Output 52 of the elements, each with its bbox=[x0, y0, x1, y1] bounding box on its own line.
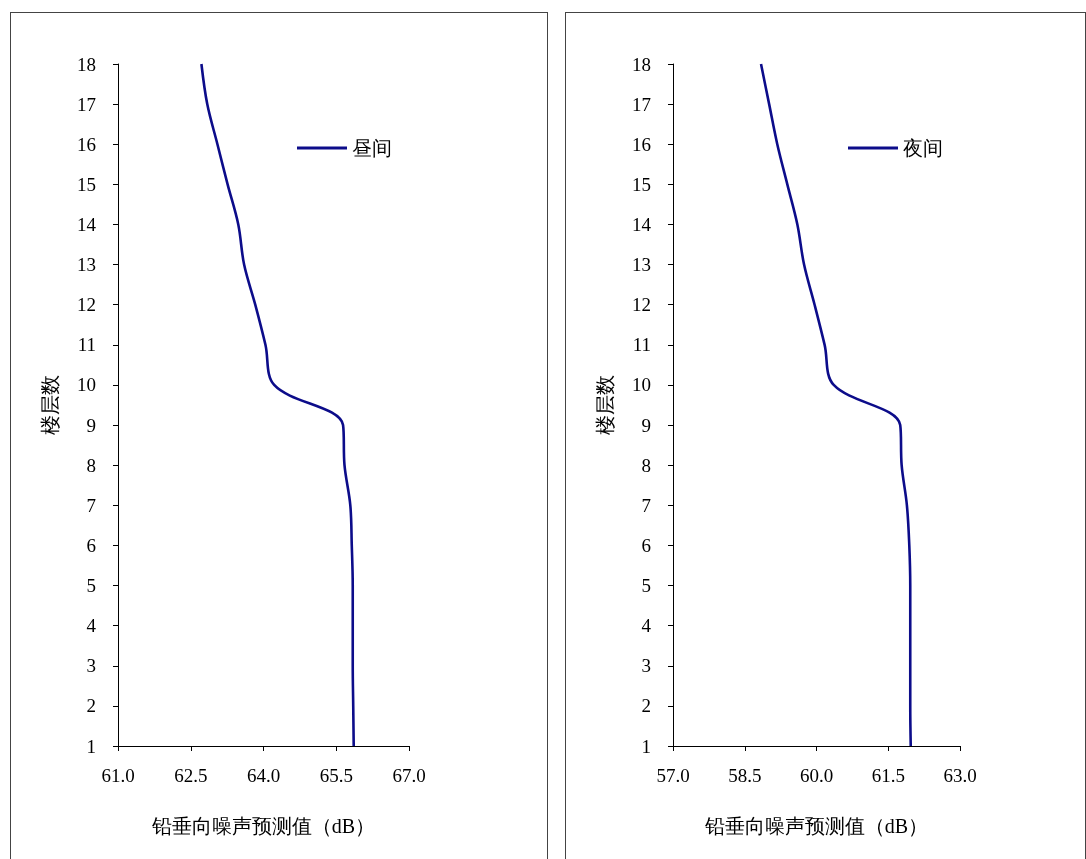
legend-label: 昼间 bbox=[352, 137, 392, 159]
x-axis-title: 铅垂向噪声预测值（dB） bbox=[150, 815, 376, 837]
y-tick-label: 18 bbox=[77, 53, 96, 75]
y-tick-label: 15 bbox=[77, 173, 96, 195]
y-tick-label: 10 bbox=[77, 374, 96, 396]
x-tick-label: 58.5 bbox=[728, 765, 762, 786]
y-tick-label: 4 bbox=[641, 615, 652, 637]
y-tick-label: 9 bbox=[86, 414, 96, 436]
y-tick-label: 10 bbox=[632, 374, 651, 396]
y-tick-label: 1 bbox=[641, 735, 651, 757]
y-tick-label: 16 bbox=[77, 133, 96, 155]
y-tick-label: 6 bbox=[641, 534, 651, 556]
y-tick-label: 8 bbox=[86, 454, 96, 476]
y-tick-label: 9 bbox=[641, 414, 651, 436]
y-tick-label: 5 bbox=[86, 575, 96, 597]
x-tick-label: 64.0 bbox=[246, 765, 281, 786]
y-tick-label: 2 bbox=[641, 695, 651, 717]
y-tick-label: 13 bbox=[77, 254, 96, 276]
y-tick-label: 11 bbox=[77, 334, 96, 356]
y-tick-label: 8 bbox=[641, 454, 651, 476]
y-tick-label: 13 bbox=[632, 254, 651, 276]
y-tick-label: 18 bbox=[632, 53, 651, 75]
x-tick-label: 57.0 bbox=[656, 765, 690, 786]
y-tick-label: 17 bbox=[77, 93, 96, 115]
y-tick-label: 2 bbox=[86, 695, 96, 717]
x-tick-label: 62.5 bbox=[174, 765, 208, 786]
y-tick-label: 16 bbox=[632, 133, 651, 155]
y-axis-title: 楼层数 bbox=[39, 375, 61, 435]
y-tick-label: 3 bbox=[641, 655, 651, 677]
y-tick-label: 17 bbox=[632, 93, 651, 115]
y-tick-label: 12 bbox=[77, 294, 96, 316]
y-tick-label: 3 bbox=[86, 655, 96, 677]
y-tick-label: 14 bbox=[77, 213, 97, 235]
x-tick-label: 63.0 bbox=[943, 765, 977, 786]
y-tick-label: 14 bbox=[632, 213, 652, 235]
y-axis-title: 楼层数 bbox=[594, 375, 616, 435]
y-tick-label: 6 bbox=[86, 534, 96, 556]
y-tick-label: 11 bbox=[632, 334, 651, 356]
legend-label: 夜间 bbox=[903, 137, 943, 159]
y-tick-label: 1 bbox=[86, 735, 96, 757]
x-tick-label: 61.0 bbox=[101, 765, 135, 786]
x-tick-label: 65.5 bbox=[319, 765, 353, 786]
y-tick-label: 5 bbox=[641, 575, 651, 597]
y-tick-label: 4 bbox=[86, 615, 97, 637]
x-tick-label: 60.0 bbox=[799, 765, 834, 786]
y-tick-label: 15 bbox=[632, 173, 651, 195]
y-tick-label: 7 bbox=[641, 494, 651, 516]
x-tick-label: 67.0 bbox=[392, 765, 426, 786]
x-tick-label: 61.5 bbox=[871, 765, 905, 786]
y-tick-label: 12 bbox=[632, 294, 651, 316]
y-tick-label: 7 bbox=[86, 494, 96, 516]
x-axis-title: 铅垂向噪声预测值（dB） bbox=[703, 815, 929, 837]
